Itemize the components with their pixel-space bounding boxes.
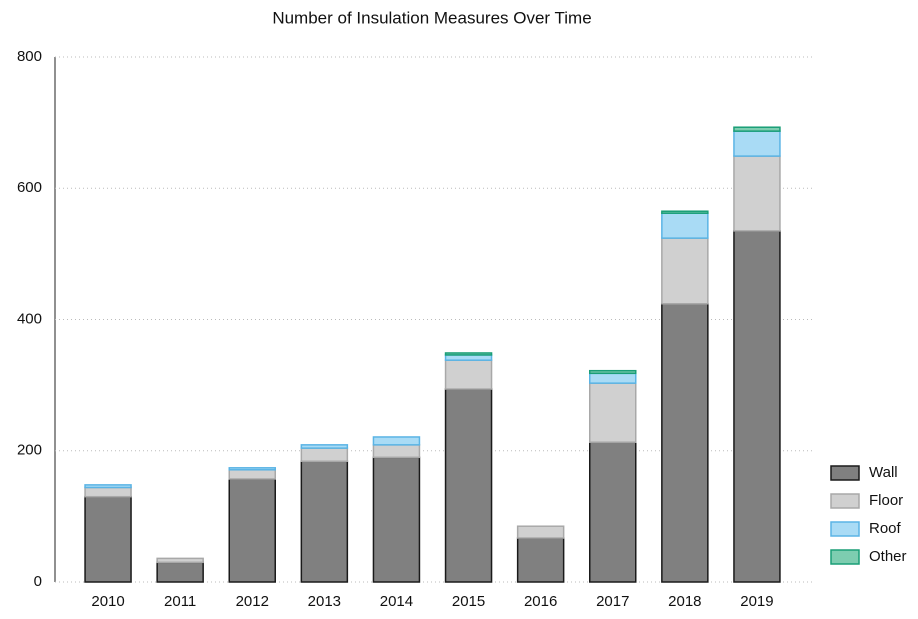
- legend-label: Floor: [869, 492, 903, 509]
- bar-segment: [228, 478, 276, 583]
- x-tick-label: 2011: [164, 593, 196, 610]
- bar-segment: [733, 130, 781, 157]
- bar-segment: [733, 126, 781, 132]
- chart-title: Number of Insulation Measures Over Time: [272, 8, 591, 27]
- legend-swatch: [830, 493, 860, 509]
- x-tick-label: 2012: [236, 593, 269, 610]
- x-tick-label: 2014: [380, 593, 413, 610]
- bar-segment: [372, 436, 421, 446]
- bar-segment: [372, 444, 421, 459]
- x-tick-label: 2015: [452, 593, 485, 610]
- bar-segment: [300, 460, 349, 583]
- bar-segment: [444, 354, 493, 361]
- bar-segment: [444, 352, 493, 356]
- bar-segment: [444, 359, 493, 390]
- bar-segment: [84, 495, 132, 583]
- y-tick-label: 200: [17, 442, 42, 459]
- legend-swatch: [830, 549, 860, 565]
- bar-segment: [661, 303, 709, 583]
- bar-segment: [228, 467, 276, 471]
- bar-segment: [516, 525, 565, 539]
- x-tick-label: 2018: [668, 593, 701, 610]
- x-tick-label: 2019: [740, 593, 773, 610]
- bar-segment: [300, 444, 349, 449]
- y-tick-label: 600: [17, 179, 42, 196]
- legend-label: Wall: [869, 464, 898, 481]
- bar-segment: [661, 210, 709, 214]
- y-tick-label: 800: [17, 48, 42, 65]
- bar-segment: [589, 382, 637, 443]
- bar-segment: [661, 237, 709, 305]
- legend-swatch: [830, 521, 860, 537]
- x-tick-label: 2016: [524, 593, 557, 610]
- bar-segment: [589, 369, 637, 375]
- legend-label: Roof: [869, 520, 902, 537]
- bar-segment: [84, 486, 132, 498]
- bar-segment: [372, 456, 421, 583]
- legend-swatch: [830, 465, 860, 481]
- x-tick-label: 2013: [308, 593, 341, 610]
- bar-segment: [661, 212, 709, 239]
- bar-segment: [156, 561, 204, 583]
- bar-segment: [300, 447, 349, 462]
- y-tick-label: 0: [34, 573, 42, 590]
- legend-label: Other: [869, 548, 907, 565]
- bar-segment: [733, 155, 781, 232]
- bar-segment: [733, 230, 781, 583]
- bar-segment: [589, 372, 637, 384]
- bar-segment: [589, 441, 637, 583]
- bar-segment: [444, 388, 493, 583]
- y-tick-label: 400: [17, 310, 42, 327]
- bar-segment: [516, 537, 565, 583]
- x-tick-label: 2017: [596, 593, 629, 610]
- x-tick-label: 2010: [91, 593, 124, 610]
- bar-segment: [156, 557, 204, 564]
- bar-segment: [228, 469, 276, 480]
- bar-segment: [84, 484, 132, 489]
